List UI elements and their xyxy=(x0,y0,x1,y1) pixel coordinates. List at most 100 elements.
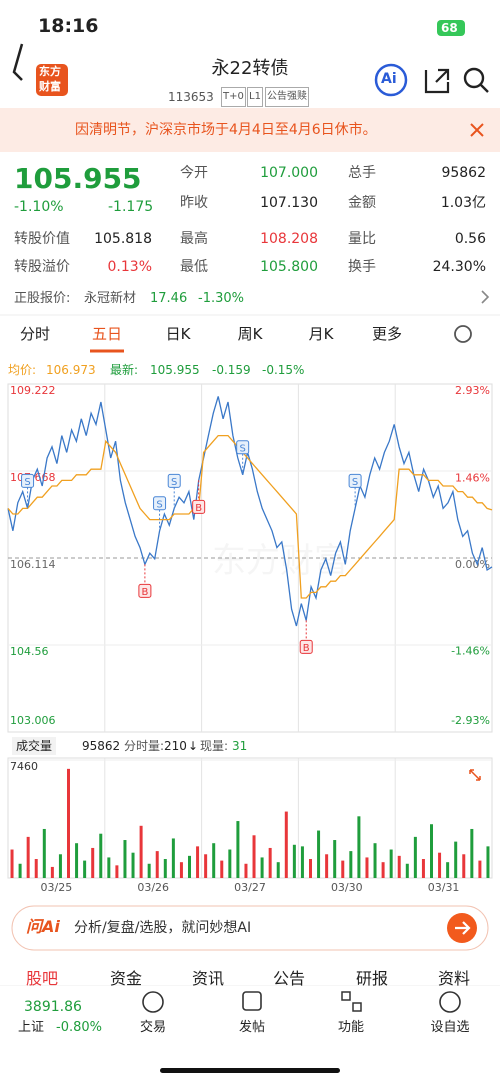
volume-bar xyxy=(333,840,337,878)
volume-bar xyxy=(107,857,111,878)
volume-bar xyxy=(430,824,433,878)
ask-box[interactable] xyxy=(11,905,489,951)
tab[interactable]: 周K xyxy=(237,325,263,343)
field-label: 换手 xyxy=(348,259,376,275)
volume-bar xyxy=(438,852,442,878)
volume-bar xyxy=(26,836,30,878)
logo-bg xyxy=(36,64,68,96)
field-label: 转股溢价 xyxy=(14,259,70,275)
trade-marker-label: S xyxy=(171,477,177,488)
stock-name[interactable]: 永冠新材 xyxy=(84,291,137,306)
volume-bar xyxy=(220,860,224,878)
y-tick-label: 104.56 xyxy=(10,645,49,658)
nav-item[interactable]: 设自选 xyxy=(430,1020,470,1035)
badge[interactable]: 公告强赎 xyxy=(265,87,309,107)
post-icon[interactable] xyxy=(242,991,262,1011)
notice: 因清明节，沪深京市场于4月4日至4月6日休市。 xyxy=(75,122,377,138)
tab[interactable]: 日K xyxy=(165,325,191,343)
volume-bar xyxy=(18,863,22,878)
field-value: 24.30% xyxy=(432,259,486,275)
index-value[interactable]: 3891.86 xyxy=(24,999,82,1015)
chevron[interactable] xyxy=(481,290,490,304)
volume-bar xyxy=(341,860,345,878)
last-label: 最新: xyxy=(110,363,139,377)
close-icon[interactable] xyxy=(470,123,484,137)
volume-bar xyxy=(163,859,167,878)
bottom-tab[interactable]: 资料 xyxy=(438,969,471,988)
field-label: 昨收 xyxy=(180,195,208,211)
volume-bar xyxy=(462,854,466,878)
last-change: -0.159 xyxy=(212,363,251,377)
volume-bar xyxy=(244,863,248,878)
volume-bar xyxy=(50,866,54,878)
volume-bar xyxy=(300,846,304,878)
volume-bar xyxy=(99,833,103,878)
field-value: 95862 xyxy=(441,165,486,181)
volume-bar xyxy=(212,843,216,878)
bottom-tab[interactable]: 资金 xyxy=(110,969,143,988)
field-value: 0.56 xyxy=(454,231,486,247)
ask-placeholder[interactable]: 分析/复盘/选股，就问妙想AI xyxy=(74,920,252,936)
nav-item[interactable]: 发帖 xyxy=(238,1020,265,1035)
stock-price: 17.46 xyxy=(150,291,188,306)
y2-tick-label: 2.93% xyxy=(455,384,490,397)
nav-item[interactable]: 功能 xyxy=(337,1020,364,1035)
change-pct: -1.10% xyxy=(14,199,64,215)
ai-icon[interactable] xyxy=(374,63,408,97)
bottom-tab[interactable]: 研报 xyxy=(356,969,389,988)
volume-bar xyxy=(123,840,127,878)
volume-bar xyxy=(260,857,264,878)
trade-marker xyxy=(138,583,152,598)
back-icon[interactable] xyxy=(12,43,24,81)
battery-level: 68 xyxy=(441,21,458,35)
tab[interactable]: 月K xyxy=(308,325,334,343)
volume-bar xyxy=(413,836,417,878)
volume-bar xyxy=(397,855,401,878)
bottom-tab[interactable]: 股吧 xyxy=(26,969,59,988)
volume-bar xyxy=(171,838,175,878)
volume-bar xyxy=(470,828,474,878)
y2-tick-label: -2.93% xyxy=(451,714,490,727)
bottom-tab[interactable]: 资讯 xyxy=(192,969,225,988)
func-icon-2 xyxy=(352,1002,362,1012)
expand-icon[interactable] xyxy=(469,769,481,781)
share-icon[interactable] xyxy=(424,68,450,94)
tab-active[interactable]: 五日 xyxy=(92,325,123,343)
trade-icon[interactable] xyxy=(142,991,164,1013)
settings-icon[interactable] xyxy=(454,325,472,343)
volume-bar xyxy=(349,851,353,878)
y-tick-label: 109.222 xyxy=(10,384,56,397)
nav-item[interactable]: 交易 xyxy=(139,1020,166,1035)
field-label: 最低 xyxy=(180,259,208,275)
volume-bar xyxy=(179,862,183,878)
field-value: 105.800 xyxy=(260,259,318,275)
date-label: 03/30 xyxy=(331,881,363,894)
ai-label[interactable]: Ai xyxy=(381,71,397,87)
search-icon-handle xyxy=(480,84,489,93)
field-value: 1.03亿 xyxy=(440,195,486,211)
volume-bar xyxy=(67,768,70,878)
bottom-tab[interactable]: 公告 xyxy=(273,969,306,988)
avg-label: 均价: xyxy=(8,363,37,377)
func-icon[interactable] xyxy=(341,991,351,1001)
volume-bar xyxy=(317,830,321,878)
trade-marker xyxy=(21,473,35,488)
battery xyxy=(437,20,465,36)
trade-marker-label: B xyxy=(303,643,310,654)
field-label: 总手 xyxy=(348,165,376,181)
badge: T+0 xyxy=(221,87,246,107)
search-icon[interactable] xyxy=(463,67,485,89)
tab[interactable]: 更多 xyxy=(372,325,403,343)
logo-line: 财富 xyxy=(39,80,61,93)
volume-bar xyxy=(421,859,425,878)
watch-icon[interactable] xyxy=(439,991,461,1013)
badge: L1 xyxy=(247,87,263,107)
volume-selector[interactable]: 成交量 xyxy=(12,737,57,755)
y2-tick-label: -1.46% xyxy=(451,645,490,658)
gap xyxy=(0,152,500,160)
tab[interactable]: 分时 xyxy=(20,325,51,343)
code: 113653 xyxy=(168,90,214,104)
trade-marker xyxy=(167,473,181,488)
